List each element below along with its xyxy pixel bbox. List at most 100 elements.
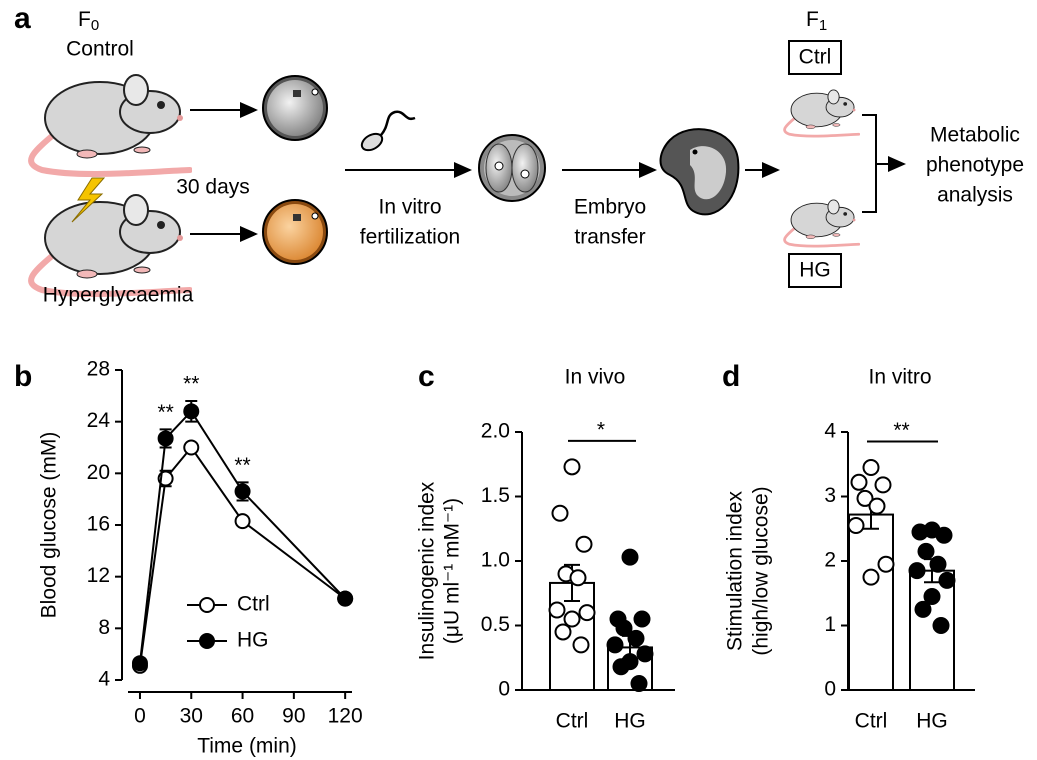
x-tick-label: 30 [180, 705, 203, 728]
bar [848, 513, 894, 691]
data-point [636, 645, 654, 663]
data-point [612, 658, 630, 676]
group-label: Control [66, 38, 134, 61]
y-tick-label: 20 [87, 461, 110, 484]
outcome-label: analysis [937, 184, 1013, 207]
legend-marker [199, 597, 215, 613]
step-label: fertilization [360, 226, 460, 249]
oocyte-icon [262, 199, 328, 265]
y-tick-label: 4 [824, 420, 836, 443]
y-tick-label: 1.0 [481, 549, 510, 572]
data-point [183, 439, 200, 456]
y-tick-label: 3 [824, 484, 836, 507]
bracket [862, 114, 877, 213]
y-axis-label: (μU ml⁻¹ mM⁻¹) [441, 498, 464, 644]
label-box [788, 253, 842, 288]
data-point [572, 636, 590, 654]
data-point [563, 458, 581, 476]
data-point [606, 636, 624, 654]
x-tick-label: 60 [231, 705, 254, 728]
data-point [908, 562, 926, 580]
significance-label: * [597, 418, 605, 441]
x-axis-label: Time (min) [197, 735, 297, 758]
significance-label: ** [157, 401, 173, 424]
data-point [578, 604, 596, 622]
legend-label: Ctrl [237, 593, 270, 616]
data-point [850, 473, 868, 491]
y-tick-label: 4 [98, 668, 110, 691]
lightning-icon [71, 177, 106, 223]
duration-label: 30 days [176, 176, 250, 199]
x-tick-label: 90 [282, 705, 305, 728]
embryo-icon [478, 134, 546, 202]
data-point [131, 655, 148, 672]
significance-label: ** [183, 373, 199, 396]
data-point [874, 476, 892, 494]
data-point [569, 569, 587, 587]
data-point [630, 675, 648, 693]
y-tick-label: 12 [87, 564, 110, 587]
group-label: HG [799, 259, 831, 282]
data-point [847, 517, 865, 535]
mouse-icon [783, 198, 860, 248]
mouse-icon [783, 88, 860, 138]
data-point [862, 458, 880, 476]
y-tick-label: 24 [87, 409, 111, 432]
legend-marker [199, 633, 215, 649]
data-point [183, 403, 200, 420]
y-axis-label: Blood glucose (mM) [38, 432, 61, 619]
generation-base: F [806, 8, 819, 31]
generation-sub: 1 [819, 17, 827, 34]
significance-label: ** [234, 454, 250, 477]
group-label: Ctrl [799, 46, 832, 69]
series-line [138, 409, 346, 664]
y-tick-label: 16 [87, 513, 110, 536]
data-point [234, 513, 251, 530]
y-tick-label: 2 [824, 549, 836, 572]
x-tick-label: 120 [328, 705, 363, 728]
y-axis-label: (high/low glucose) [750, 486, 773, 655]
data-point [575, 535, 593, 553]
data-point [551, 504, 569, 522]
y-tick-label: 1 [824, 613, 836, 636]
generation-sub: 0 [91, 17, 99, 34]
panel-letter: c [418, 360, 435, 393]
x-tick-label: HG [916, 710, 948, 733]
data-point [563, 610, 581, 628]
generation-label: F0 [78, 8, 99, 34]
oocyte-icon [262, 75, 328, 141]
data-point [862, 568, 880, 586]
group-label: Hyperglycaemia [43, 284, 194, 307]
uterus-icon [659, 128, 740, 216]
data-point [633, 610, 651, 628]
data-point [554, 623, 572, 641]
data-point [548, 601, 566, 619]
mouse-icon [31, 195, 190, 294]
significance-label: ** [893, 419, 909, 442]
chart-title: In vitro [868, 366, 931, 389]
outcome-label: Metabolic [930, 124, 1020, 147]
y-axis-label: Stimulation index [724, 491, 747, 651]
panel-letter: a [14, 2, 31, 35]
data-point [877, 555, 895, 573]
outcome-label: phenotype [926, 154, 1024, 177]
x-tick-label: HG [614, 710, 646, 733]
y-tick-label: 28 [87, 358, 110, 381]
data-point [157, 430, 174, 447]
y-tick-label: 0.5 [481, 613, 510, 636]
x-tick-label: 0 [134, 705, 146, 728]
data-point [868, 497, 886, 515]
y-tick-label: 2.0 [481, 420, 510, 443]
y-tick-label: 0 [824, 678, 836, 701]
x-tick-label: Ctrl [556, 710, 589, 733]
data-point [932, 617, 950, 634]
y-tick-label: 1.5 [481, 484, 510, 507]
y-axis-label: Insulinogenic index [416, 481, 439, 660]
data-point [911, 523, 929, 541]
sperm-icon [360, 110, 416, 152]
panel-letter: b [14, 360, 32, 393]
y-tick-label: 0 [498, 678, 510, 701]
chart-title: In vivo [565, 366, 626, 389]
generation-base: F [78, 8, 91, 31]
